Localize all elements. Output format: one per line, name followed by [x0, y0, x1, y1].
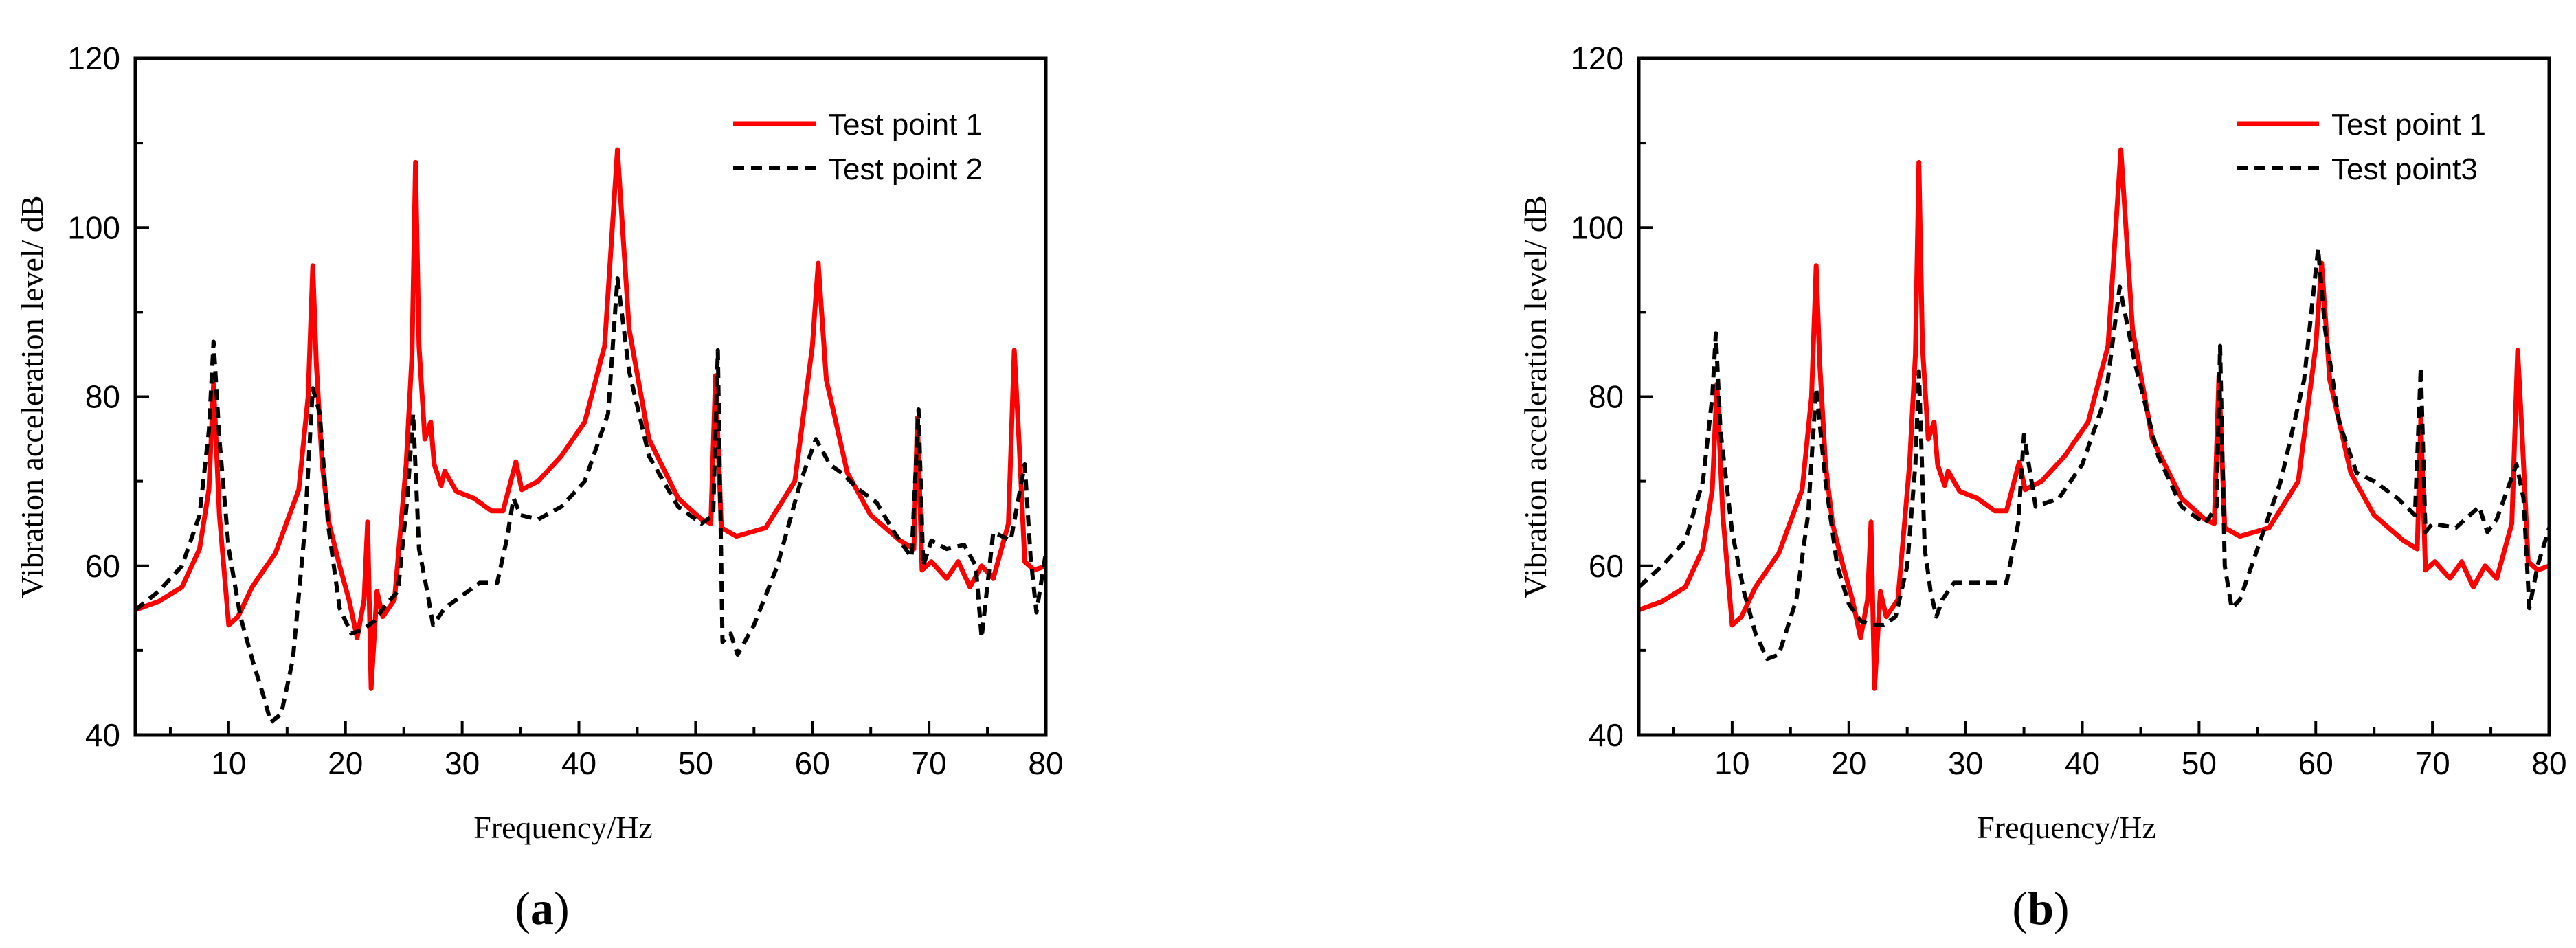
y-tick-label: 80 [1589, 379, 1624, 415]
panel-label: (a) [515, 882, 569, 934]
chart-panel-b: 10 20 30 40 50 60 70 80 40 60 80 100 120 Frequency/Hz… [1518, 41, 2567, 934]
y-tick-label: 60 [1589, 548, 1624, 584]
x-tick-label: 60 [2298, 745, 2333, 781]
x-tick-label: 80 [1028, 745, 1063, 781]
x-tick-label: 20 [1831, 745, 1866, 781]
x-tick-label: 30 [445, 745, 480, 781]
y-tick-label: 120 [67, 41, 120, 76]
x-tick-label: 70 [2415, 745, 2450, 781]
y-tick-label: 40 [1589, 717, 1624, 753]
series-line-1 [135, 147, 1046, 691]
y-tick-label: 120 [1571, 41, 1624, 76]
y-axis-title: Vibration acceleration level/ dB [1518, 195, 1553, 598]
y-tick-label: 100 [1571, 210, 1624, 245]
legend-label-2: Test point3 [2331, 153, 2478, 186]
x-axis-title: Frequency/Hz [1977, 810, 2156, 845]
panel-label: (b) [2012, 882, 2069, 934]
x-tick-label: 10 [211, 745, 246, 781]
series-line-2 [1639, 247, 2549, 662]
series-line-2 [135, 276, 1046, 725]
series-line-1 [1639, 147, 2549, 691]
y-tick-label: 80 [85, 379, 120, 415]
x-tick-label: 60 [795, 745, 830, 781]
y-axis-title: Vibration acceleration level/ dB [14, 195, 49, 598]
x-tick-label: 50 [2182, 745, 2217, 781]
x-tick-label: 40 [2065, 745, 2100, 781]
legend: Test point 1 Test point 2 [733, 108, 983, 186]
y-tick-label: 60 [85, 548, 120, 584]
x-tick-label: 40 [561, 745, 596, 781]
y-tick-label: 100 [67, 210, 120, 245]
legend-label-1: Test point 1 [2331, 108, 2486, 142]
legend: Test point 1 Test point3 [2237, 108, 2486, 186]
legend-label-1: Test point 1 [828, 108, 983, 142]
x-tick-label: 50 [678, 745, 713, 781]
x-axis-title: Frequency/Hz [473, 810, 653, 845]
legend-label-2: Test point 2 [828, 153, 983, 186]
x-tick-label: 10 [1714, 745, 1749, 781]
x-tick-label: 70 [912, 745, 947, 781]
chart-panel-a: 10 20 30 40 50 60 70 80 40 60 80 100 120 Frequency/Hz… [14, 41, 1064, 934]
x-tick-label: 80 [2531, 745, 2566, 781]
x-tick-label: 20 [328, 745, 363, 781]
y-tick-label: 40 [85, 717, 120, 753]
x-tick-label: 30 [1948, 745, 1983, 781]
